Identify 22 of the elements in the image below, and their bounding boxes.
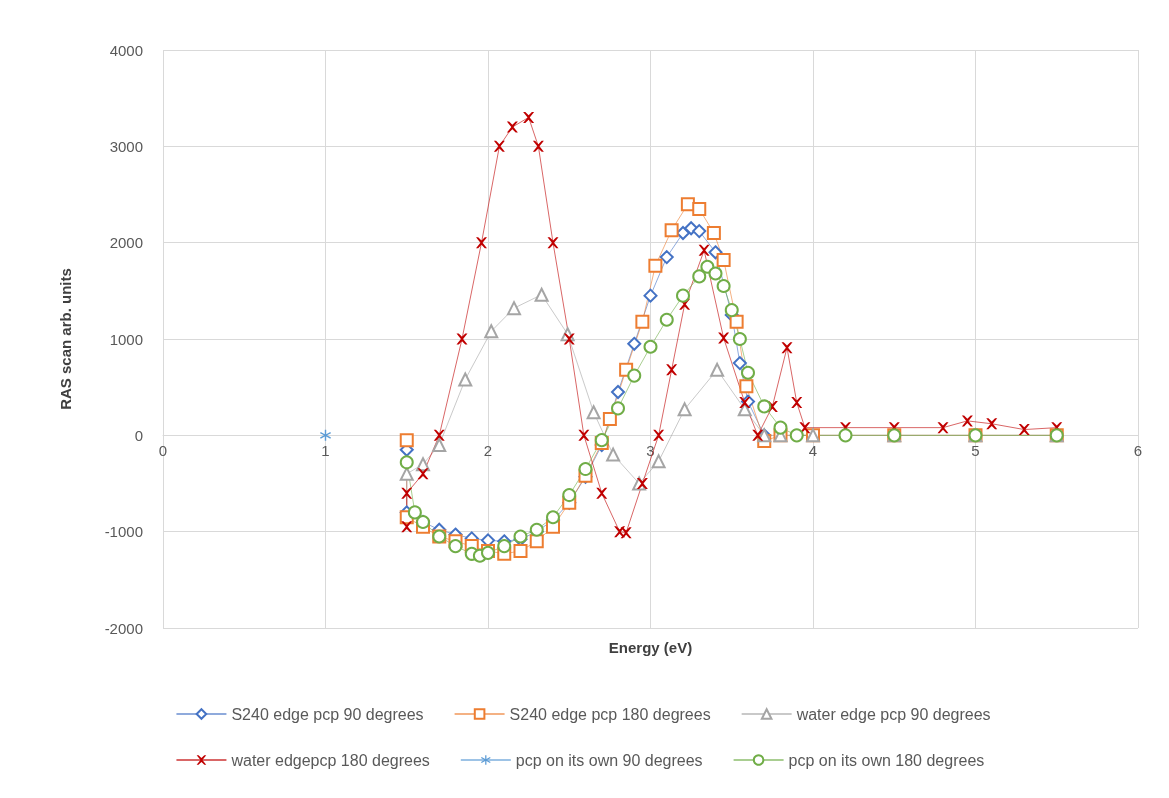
legend-label: water edgepcp 180 degrees: [230, 751, 430, 769]
y-tick-label: 1000: [109, 330, 143, 348]
x-tick-label: 5: [971, 442, 980, 460]
x-tick-label: 4: [808, 442, 818, 460]
legend-label: water edge pcp 90 degrees: [795, 705, 991, 723]
x-tick-label: 1: [321, 442, 330, 460]
y-tick-label: 3000: [109, 137, 143, 155]
legend-label: pcp on its own 180 degrees: [788, 751, 985, 769]
y-tick-label: 0: [134, 426, 143, 444]
y-tick-label: 4000: [109, 41, 143, 59]
legend-label: pcp on its own 90 degrees: [515, 751, 703, 769]
y-axis-title: RAS scan arb. units: [57, 268, 74, 410]
x-tick-label: 3: [646, 442, 655, 460]
x-tick-label: 2: [483, 442, 493, 460]
y-tick-label: -1000: [104, 523, 143, 541]
x-tick-label: 0: [158, 442, 168, 460]
legend-label: S240 edge pcp 180 degrees: [509, 705, 711, 723]
x-tick-label: 6: [1133, 442, 1143, 460]
legend-label: S240 edge pcp 90 degrees: [231, 705, 424, 723]
y-tick-label: 2000: [109, 234, 143, 252]
x-axis-title: Energy (eV): [608, 639, 693, 656]
y-tick-label: -2000: [104, 619, 143, 637]
